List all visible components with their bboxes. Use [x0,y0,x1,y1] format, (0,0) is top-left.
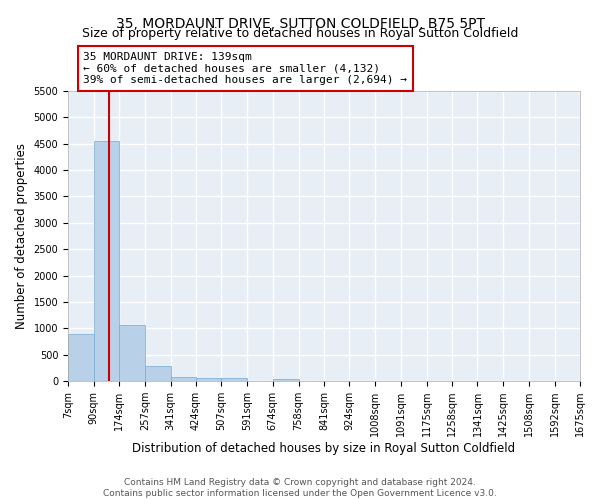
Text: Size of property relative to detached houses in Royal Sutton Coldfield: Size of property relative to detached ho… [82,28,518,40]
Text: Contains HM Land Registry data © Crown copyright and database right 2024.
Contai: Contains HM Land Registry data © Crown c… [103,478,497,498]
Bar [196,378,221,381]
X-axis label: Distribution of detached houses by size in Royal Sutton Coldfield: Distribution of detached houses by size … [133,442,515,455]
Bar [170,377,196,381]
Bar [273,378,299,381]
Bar [221,378,247,381]
Bar [68,334,94,381]
Bar [94,140,119,381]
Bar [119,324,145,381]
Text: 35 MORDAUNT DRIVE: 139sqm
← 60% of detached houses are smaller (4,132)
39% of se: 35 MORDAUNT DRIVE: 139sqm ← 60% of detac… [83,52,407,85]
Y-axis label: Number of detached properties: Number of detached properties [15,143,28,329]
Text: 35, MORDAUNT DRIVE, SUTTON COLDFIELD, B75 5PT: 35, MORDAUNT DRIVE, SUTTON COLDFIELD, B7… [115,18,485,32]
Bar [145,366,170,381]
